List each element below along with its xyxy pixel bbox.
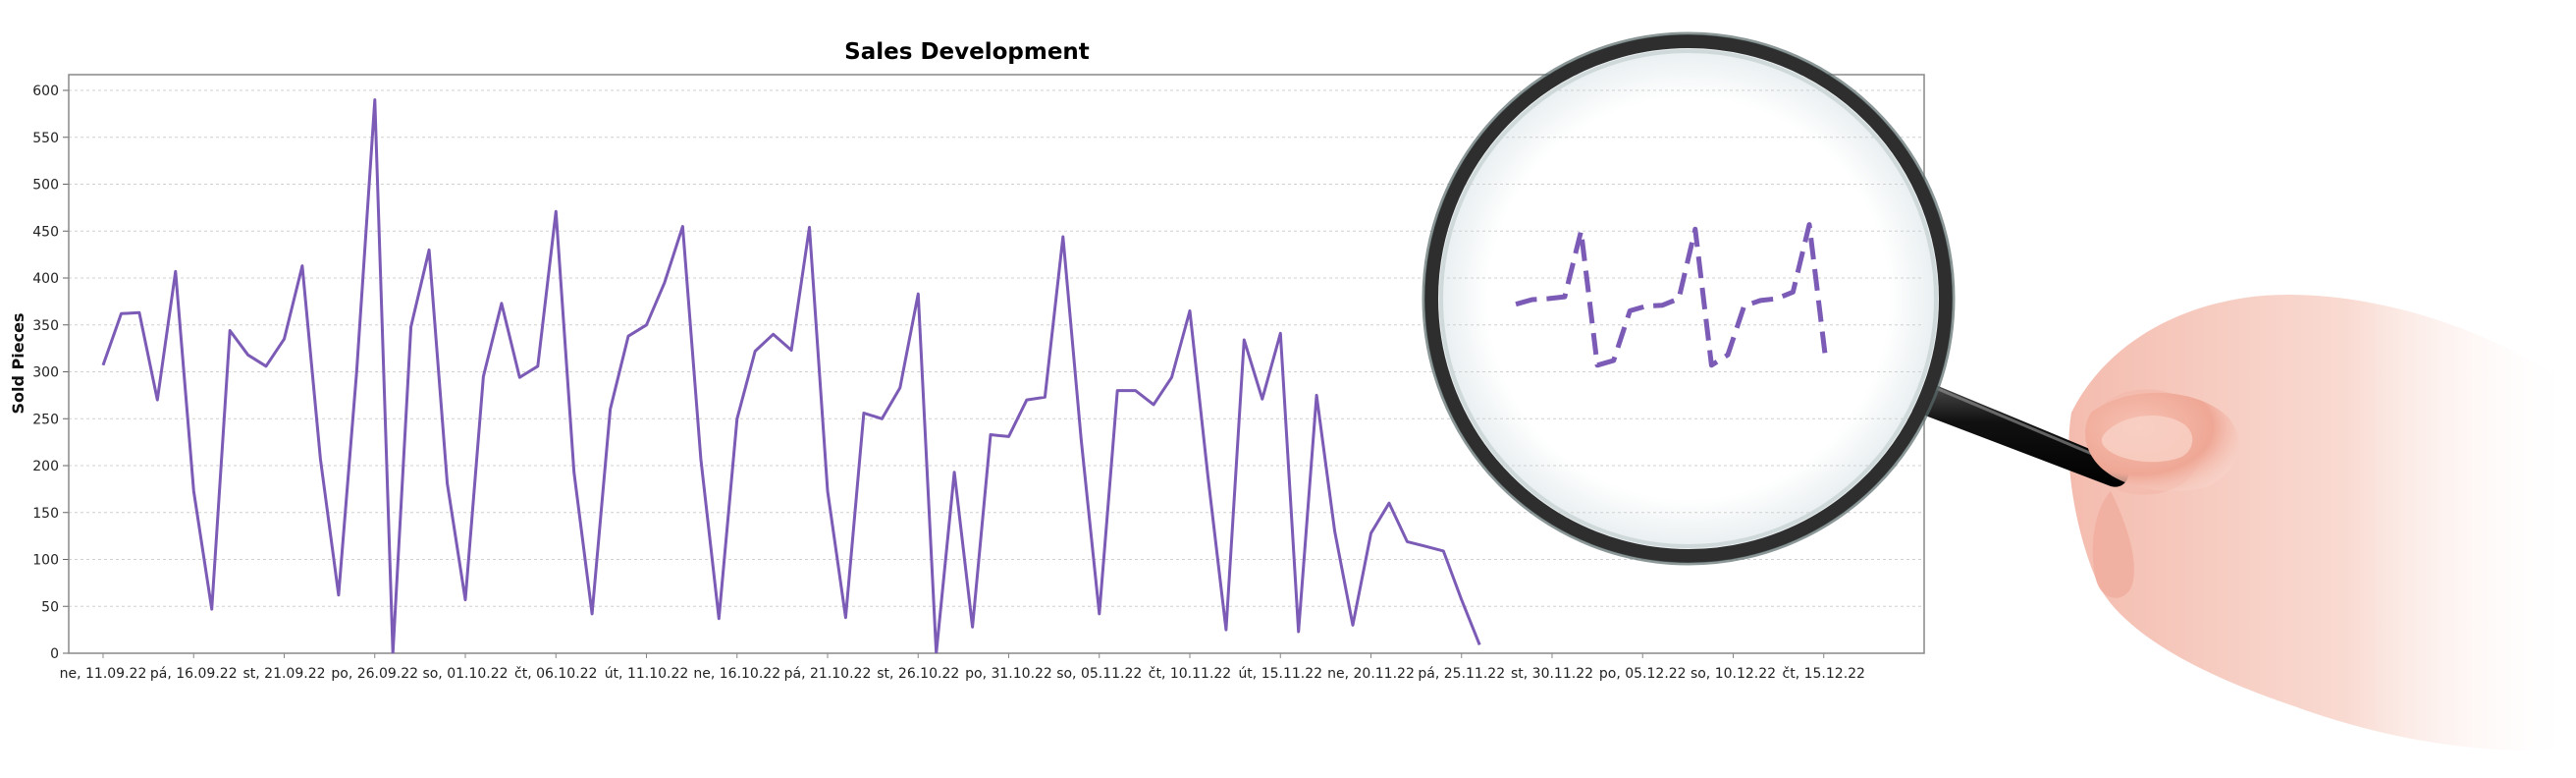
x-tick-label: po, 05.12.22 bbox=[1599, 666, 1687, 682]
y-tick-label: 0 bbox=[50, 646, 59, 662]
y-axis-ticks: 0 50 100 150 200 250 300 350 400 450 500 550 600 bbox=[32, 83, 69, 662]
y-tick-label: 250 bbox=[32, 412, 59, 427]
hand-illustration bbox=[2068, 295, 2576, 750]
y-tick-label: 400 bbox=[32, 271, 59, 287]
x-tick-label: pá, 25.11.22 bbox=[1418, 666, 1505, 682]
x-tick-label: so, 01.10.22 bbox=[422, 666, 508, 682]
y-tick-label: 300 bbox=[32, 365, 59, 381]
x-tick-label: čt, 10.11.22 bbox=[1149, 666, 1231, 682]
x-axis-ticks: ne, 11.09.22 pá, 16.09.22 st, 21.09.22 po, … bbox=[60, 653, 1865, 682]
x-tick-label: čt, 06.10.22 bbox=[514, 666, 597, 682]
x-tick-label: st, 30.11.22 bbox=[1511, 666, 1593, 682]
x-tick-label: pá, 16.09.22 bbox=[150, 666, 238, 682]
y-tick-label: 550 bbox=[32, 131, 59, 146]
y-tick-label: 200 bbox=[32, 459, 59, 474]
y-tick-label: 450 bbox=[32, 224, 59, 240]
y-tick-label: 50 bbox=[41, 599, 59, 615]
y-tick-label: 500 bbox=[32, 178, 59, 194]
y-tick-label: 100 bbox=[32, 553, 59, 569]
y-tick-label: 350 bbox=[32, 318, 59, 334]
x-tick-label: po, 31.10.22 bbox=[965, 666, 1052, 682]
x-tick-label: st, 21.09.22 bbox=[242, 666, 325, 682]
magnifier-lens bbox=[1422, 31, 1956, 566]
x-tick-label: út, 15.11.22 bbox=[1238, 666, 1322, 682]
x-tick-label: pá, 21.10.22 bbox=[784, 666, 872, 682]
x-tick-label: st, 26.10.22 bbox=[877, 666, 959, 682]
chart-title: Sales Development bbox=[844, 39, 1090, 65]
x-tick-label: so, 05.11.22 bbox=[1056, 666, 1142, 682]
series-actual-line bbox=[101, 98, 1481, 653]
x-tick-label: ne, 20.11.22 bbox=[1327, 666, 1415, 682]
x-tick-label: čt, 15.12.22 bbox=[1783, 666, 1865, 682]
y-tick-label: 150 bbox=[32, 506, 59, 522]
x-tick-label: út, 11.10.22 bbox=[605, 666, 689, 682]
x-tick-label: ne, 11.09.22 bbox=[60, 666, 147, 682]
finger-illustration bbox=[2085, 392, 2239, 491]
x-tick-label: ne, 16.10.22 bbox=[693, 666, 780, 682]
y-tick-label: 600 bbox=[32, 83, 59, 99]
magnifier-handle bbox=[1905, 378, 2129, 487]
series-forecast-line bbox=[1515, 222, 1829, 368]
x-tick-label: so, 10.12.22 bbox=[1690, 666, 1776, 682]
lens-grid-lines bbox=[1438, 89, 1924, 514]
x-tick-label: po, 26.09.22 bbox=[331, 666, 418, 682]
y-axis-title: Sold Pieces bbox=[9, 313, 27, 415]
